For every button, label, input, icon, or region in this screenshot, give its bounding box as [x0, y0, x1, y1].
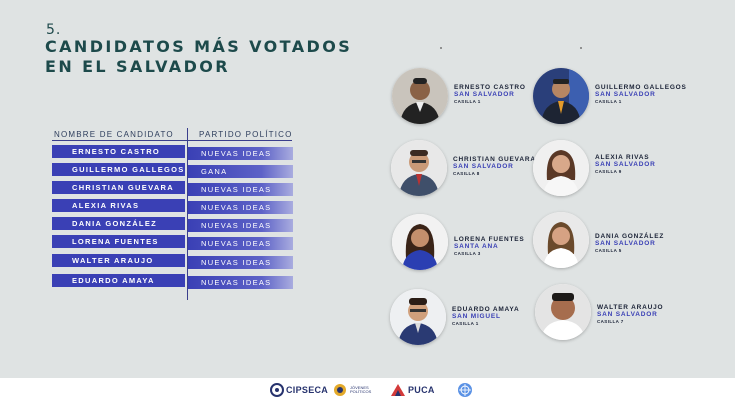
candidate-casilla: CASILLA 8 — [453, 171, 480, 176]
party-cell: NUEVAS IDEAS — [188, 256, 293, 269]
candidate-department: SAN SALVADOR — [595, 240, 656, 247]
candidate-name-cell: LORENA FUENTES — [52, 235, 185, 248]
candidate-casilla: CASILLA 3 — [454, 251, 481, 256]
candidate-info: DANIA GONZÁLEZ SAN SALVADOR CASILLA 5 — [595, 233, 664, 253]
candidate-photo — [533, 68, 589, 124]
candidate-name: WALTER ARAUJO — [597, 304, 664, 311]
candidate-photo — [533, 140, 589, 196]
logo-jovenes-politicos: JÓVENES POLÍTICOS — [333, 382, 371, 398]
un-emblem-icon — [458, 383, 472, 397]
footer-logo-bar: CIPSECA JÓVENES POLÍTICOS PUCA — [0, 378, 735, 400]
candidate-info: CHRISTIAN GUEVARA SAN SALVADOR CASILLA 8 — [453, 156, 536, 176]
logo-cipseca: CIPSECA — [270, 382, 328, 398]
decorative-dot — [440, 47, 442, 49]
table-column-divider — [187, 128, 188, 300]
candidate-department: SAN SALVADOR — [597, 311, 658, 318]
jovenes-politicos-icon — [334, 384, 346, 396]
candidate-info: ALEXIA RIVAS SAN SALVADOR CASILLA 9 — [595, 154, 656, 174]
candidate-department: SAN SALVADOR — [595, 161, 656, 168]
candidate-name: ALEXIA RIVAS — [595, 154, 650, 161]
jovenes-text: JÓVENES — [350, 385, 369, 390]
party-cell: NUEVAS IDEAS — [188, 201, 293, 214]
cipseca-icon — [270, 383, 284, 397]
candidate-casilla: CASILLA 7 — [597, 319, 624, 324]
candidate-name: CHRISTIAN GUEVARA — [453, 156, 536, 163]
title-line-1: CANDIDATOS MÁS VOTADOS — [45, 37, 353, 56]
candidate-info: WALTER ARAUJO SAN SALVADOR CASILLA 7 — [597, 304, 663, 324]
header-candidate-name: NOMBRE DE CANDIDATO — [54, 130, 174, 139]
candidate-name: LORENA FUENTES — [454, 236, 525, 243]
candidate-name-cell: ALEXIA RIVAS — [52, 199, 185, 212]
party-cell: NUEVAS IDEAS — [188, 183, 293, 196]
candidate-department: SAN SALVADOR — [453, 163, 514, 170]
party-cell: GANA — [188, 165, 293, 178]
section-number: 5. — [46, 22, 62, 38]
logo-un — [457, 382, 473, 398]
candidate-department: SAN SALVADOR — [595, 91, 656, 98]
candidate-photo — [391, 140, 447, 196]
logo-puca: PUCA — [390, 382, 435, 398]
candidate-department: SAN SALVADOR — [454, 91, 515, 98]
header-political-party: PARTIDO POLÍTICO — [199, 130, 293, 139]
candidate-name-cell: CHRISTIAN GUEVARA — [52, 181, 185, 194]
title-line-2: EN EL SALVADOR — [45, 57, 230, 76]
candidate-name: ERNESTO CASTRO — [454, 84, 526, 91]
candidate-name: EDUARDO AMAYA — [452, 306, 520, 313]
decorative-dot — [580, 47, 582, 49]
candidate-name: GUILLERMO GALLEGOS — [595, 84, 687, 91]
candidate-info: ERNESTO CASTRO SAN SALVADOR CASILLA 1 — [454, 84, 526, 104]
candidate-photo — [535, 284, 591, 340]
candidate-name-cell: EDUARDO AMAYA — [52, 274, 185, 287]
candidate-photo — [392, 214, 448, 270]
candidate-casilla: CASILLA 5 — [595, 248, 622, 253]
politicos-text: POLÍTICOS — [350, 389, 372, 394]
candidate-name: DANIA GONZÁLEZ — [595, 233, 665, 240]
candidate-name-cell: WALTER ARAUJO — [52, 254, 185, 267]
candidate-casilla: CASILLA 9 — [595, 169, 622, 174]
candidate-info: LORENA FUENTES SANTA ANA CASILLA 3 — [454, 236, 525, 256]
cipseca-text: CIPSECA — [286, 385, 329, 395]
candidate-name-cell: GUILLERMO GALLEGOS — [52, 163, 185, 176]
candidate-department: SAN MIGUEL — [452, 313, 501, 320]
candidate-name-cell: DANIA GONZÁLEZ — [52, 217, 185, 230]
puca-icon — [391, 384, 405, 396]
candidate-department: SANTA ANA — [454, 243, 499, 250]
candidate-photo — [390, 289, 446, 345]
puca-text: PUCA — [408, 385, 435, 395]
candidate-casilla: CASILLA 1 — [454, 99, 481, 104]
page-title: CANDIDATOS MÁS VOTADOS EN EL SALVADOR — [45, 37, 352, 77]
party-cell: NUEVAS IDEAS — [188, 276, 293, 289]
candidate-casilla: CASILLA 1 — [595, 99, 622, 104]
party-cell: NUEVAS IDEAS — [188, 237, 293, 250]
candidate-photo — [533, 212, 589, 268]
candidate-name-cell: ERNESTO CASTRO — [52, 145, 185, 158]
candidate-info: EDUARDO AMAYA SAN MIGUEL CASILLA 1 — [452, 306, 519, 326]
candidate-photo — [392, 68, 448, 124]
party-cell: NUEVAS IDEAS — [188, 147, 293, 160]
candidate-casilla: CASILLA 1 — [452, 321, 479, 326]
party-cell: NUEVAS IDEAS — [188, 219, 293, 232]
table-header-divider — [52, 140, 292, 141]
candidate-info: GUILLERMO GALLEGOS SAN SALVADOR CASILLA … — [595, 84, 687, 104]
